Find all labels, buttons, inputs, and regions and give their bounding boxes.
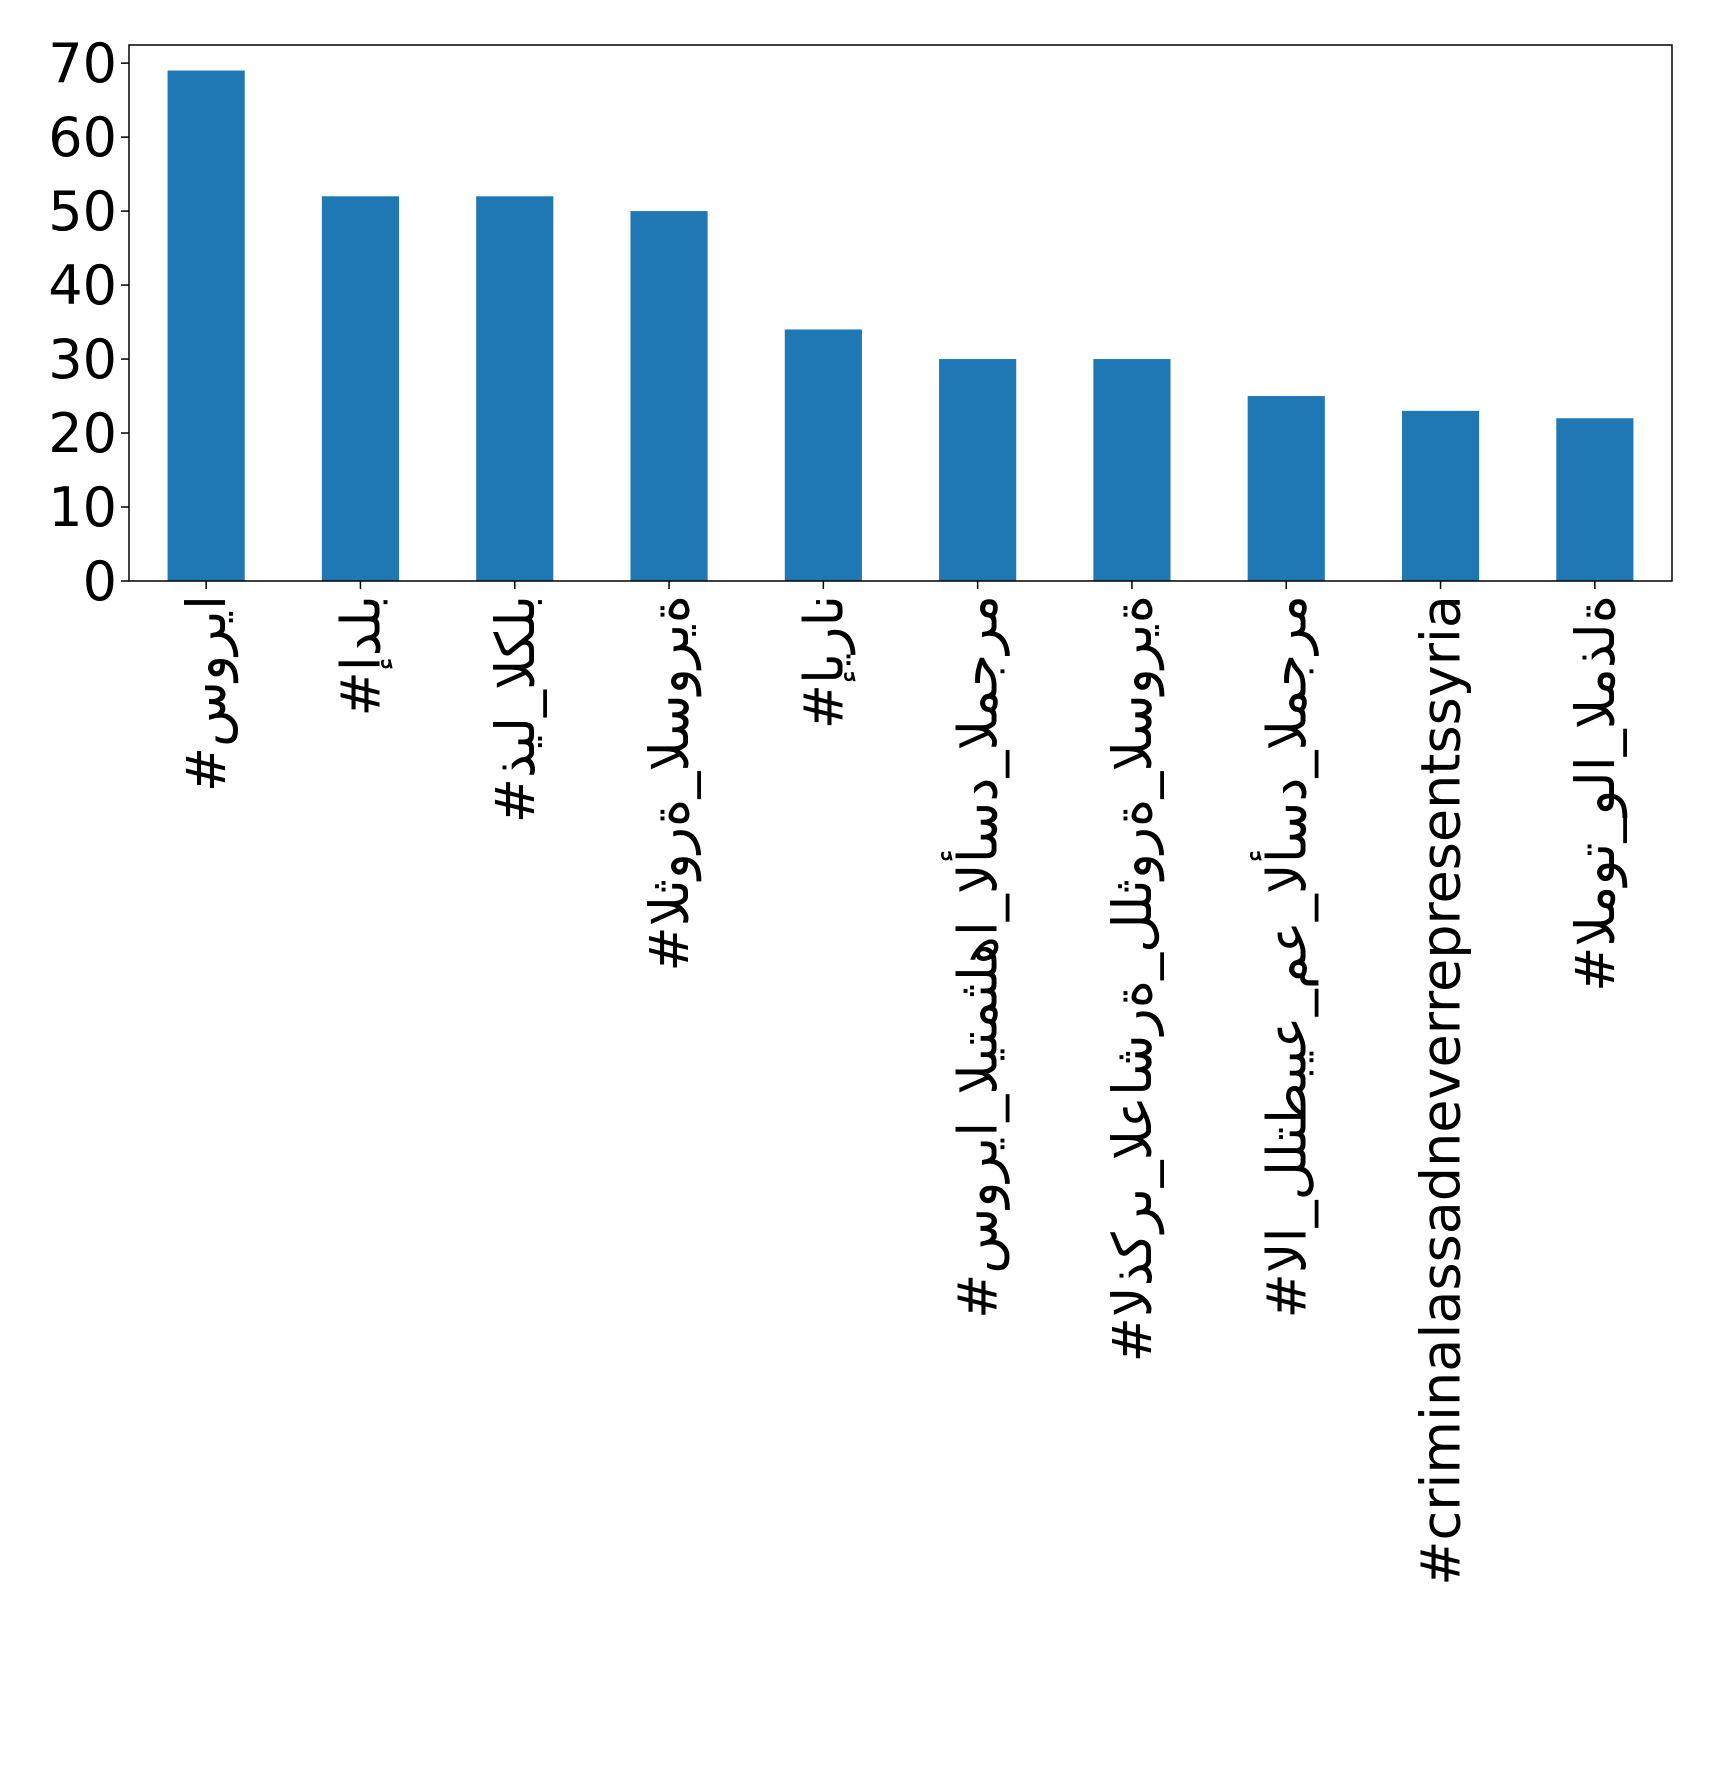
bar	[939, 359, 1017, 581]
y-tick-label: 0	[83, 550, 117, 613]
bar	[476, 196, 554, 581]
bar	[630, 211, 708, 581]
bar	[1556, 418, 1634, 581]
x-tick-label: #الا_للتطبيع_مع_الأسد_المجرم	[1249, 595, 1318, 1318]
x-tick-label: #criminalassadneverrepresentssyria	[1410, 595, 1473, 1586]
y-tick-label: 70	[48, 32, 117, 95]
x-tick-label: #الموت_ولا_المذلة	[1564, 595, 1627, 992]
bar	[321, 196, 400, 581]
y-tick-label: 60	[48, 106, 117, 169]
x-tick-label: #سوريا	[175, 595, 238, 792]
y-tick-label: 30	[48, 328, 117, 391]
x-tick-label: #الذكرى_العاشرة_للثورة_السورية	[1101, 595, 1164, 1362]
y-tick-label: 50	[48, 180, 117, 243]
plot-frame	[128, 44, 1673, 582]
x-tick-label: #سوريا_اليتمثلها_الأسد_المجرم	[941, 595, 1010, 1319]
bar	[1247, 396, 1325, 581]
bar	[1093, 359, 1171, 581]
y-tick-label: 20	[48, 402, 117, 465]
bar	[167, 70, 245, 582]
bar	[1401, 410, 1480, 581]
x-tick-label: #إدلب	[329, 595, 392, 717]
y-tick-label: 40	[48, 254, 117, 317]
x-tick-label: #الثورة_السورية	[638, 595, 701, 972]
x-tick-label: #ذيل_الكلب	[484, 595, 547, 823]
y-tick-label: 10	[48, 476, 117, 539]
bar	[784, 329, 862, 581]
x-tick-label: #إيران	[792, 595, 855, 729]
